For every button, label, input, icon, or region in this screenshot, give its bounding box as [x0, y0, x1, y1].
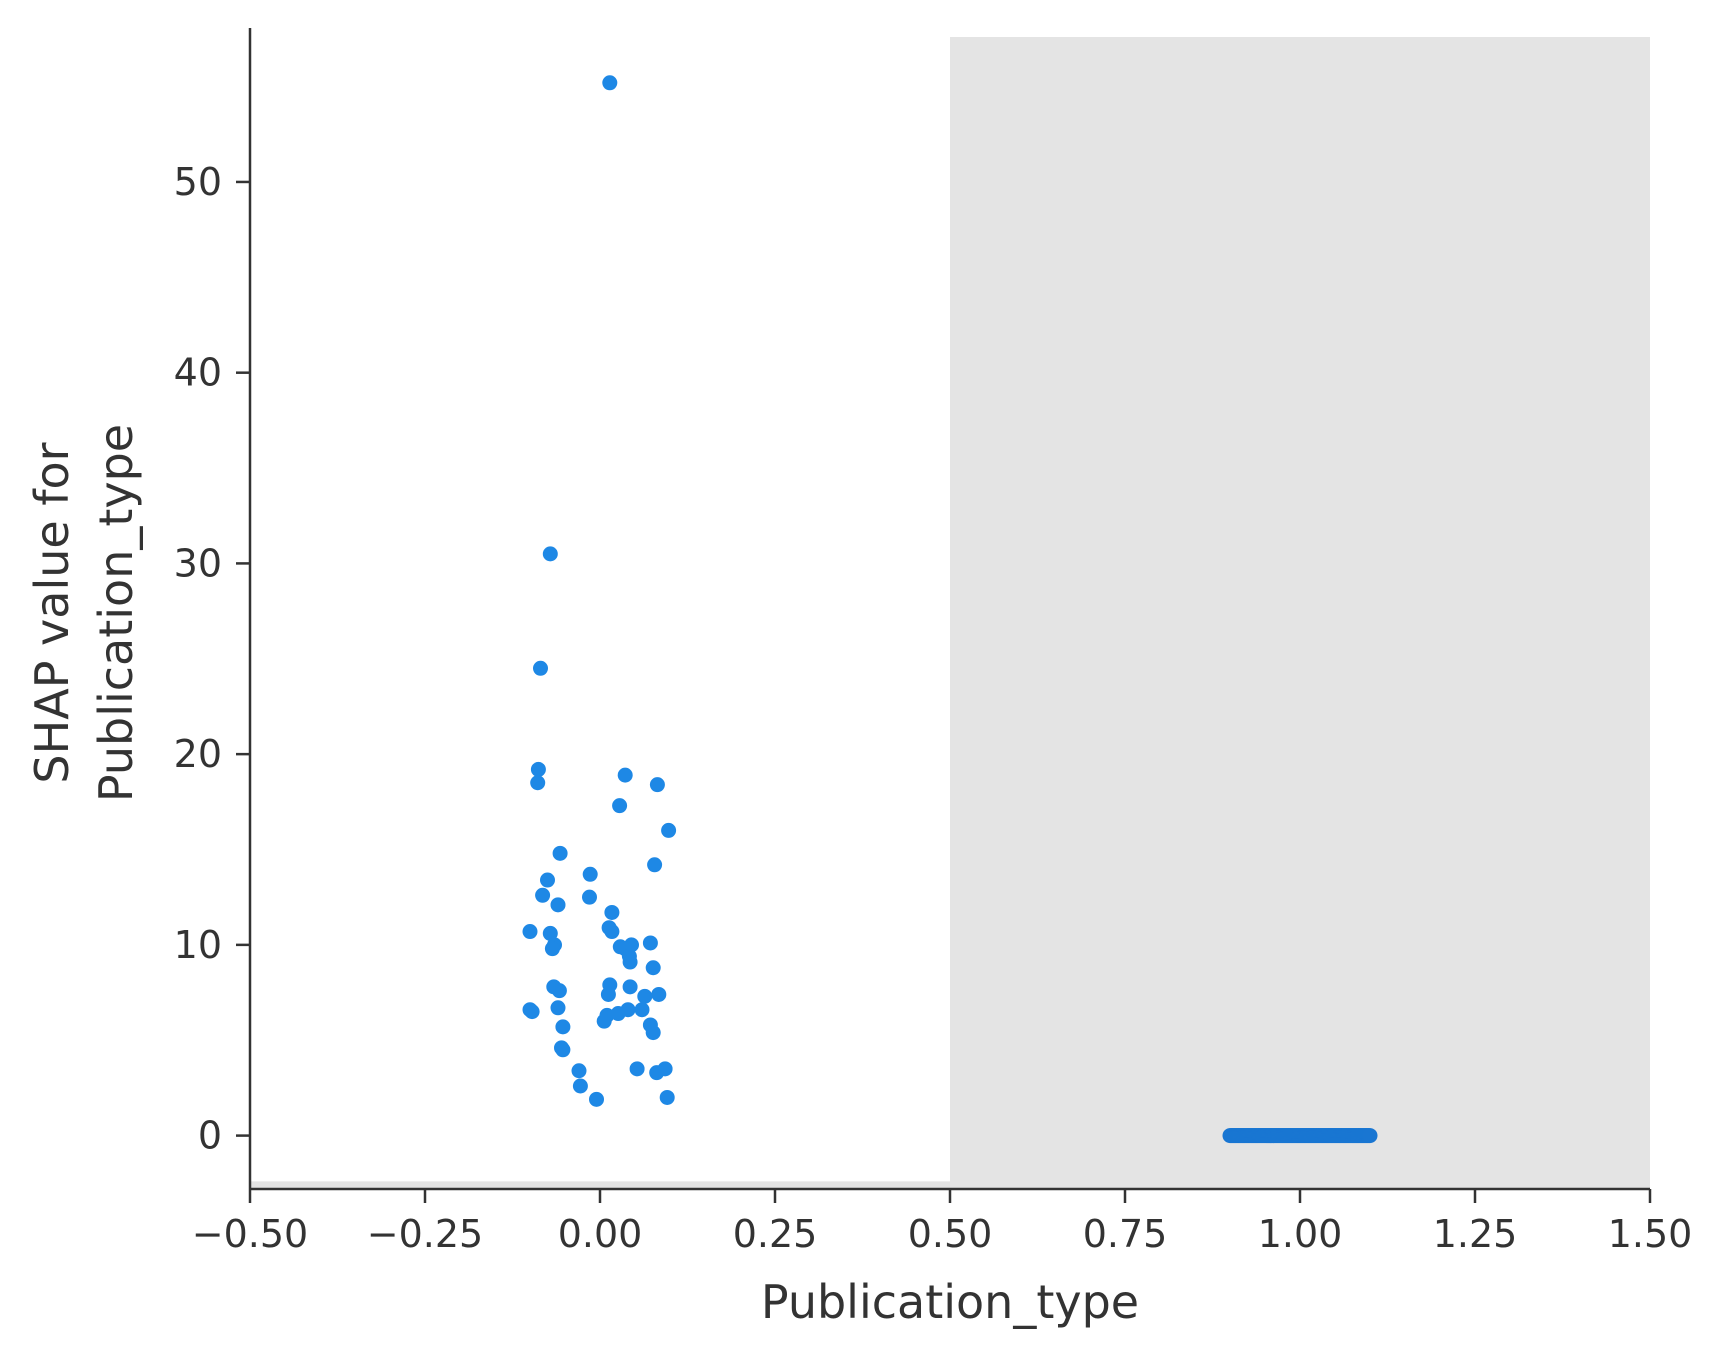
- scatter-point: [612, 798, 628, 814]
- y-tick-label: 30: [174, 541, 222, 585]
- scatter-point: [555, 1042, 571, 1058]
- scatter-point: [572, 1078, 588, 1094]
- scatter-point: [552, 845, 568, 861]
- scatter-point: [550, 897, 566, 913]
- y-axis-title-line-1: SHAP value for: [25, 442, 79, 783]
- scatter-point: [530, 761, 546, 777]
- x-tick-label: 0.75: [1083, 1212, 1168, 1256]
- scatter-point: [629, 1061, 645, 1077]
- scatter-point: [589, 1091, 604, 1107]
- x-tick-label: 0.00: [558, 1212, 643, 1256]
- scatter-point: [550, 1000, 566, 1016]
- scatter-point: [544, 941, 560, 957]
- scatter-point: [542, 546, 558, 562]
- scatter-point: [535, 887, 551, 903]
- scatter-point: [642, 935, 658, 951]
- x-axis-ticks: −0.50 −0.25 0.00 0.25 0.50 0.75 1.00 1.25 1.50: [192, 1189, 1693, 1256]
- scatter-point: [604, 924, 620, 940]
- scatter-point: [651, 986, 667, 1002]
- scatter-point: [649, 1065, 665, 1081]
- scatter-point: [659, 1089, 675, 1105]
- scatter-point: [524, 1004, 540, 1020]
- shaded-region: [950, 37, 1650, 1189]
- scatter-point: [647, 857, 663, 873]
- y-tick-label: 20: [174, 732, 222, 776]
- scatter-point: [622, 954, 638, 970]
- scatter-point: [1362, 1128, 1378, 1144]
- shaded-region: [250, 1181, 950, 1189]
- y-tick-label: 0: [198, 1114, 222, 1158]
- y-axis-ticks: 0 10 20 30 40 50: [174, 160, 250, 1158]
- y-tick-label: 10: [174, 923, 222, 967]
- scatter-point: [555, 1019, 571, 1035]
- scatter-point: [617, 767, 633, 783]
- scatter-point: [542, 925, 558, 941]
- scatter-point: [649, 777, 665, 793]
- x-tick-label: 1.25: [1433, 1212, 1518, 1256]
- scatter-point: [645, 1025, 661, 1041]
- scatter-point: [533, 660, 548, 676]
- scatter-point: [602, 75, 618, 91]
- scatter-point: [622, 979, 638, 995]
- scatter-point: [620, 1002, 636, 1018]
- scatter-point: [522, 924, 538, 940]
- y-tick-label: 50: [174, 160, 222, 204]
- scatter-point: [637, 988, 653, 1004]
- x-tick-label: −0.50: [192, 1212, 308, 1256]
- scatter-point: [530, 775, 546, 791]
- x-tick-label: −0.25: [367, 1212, 483, 1256]
- y-axis-title-line-2: Publication_type: [89, 424, 143, 802]
- scatter-point: [596, 1013, 612, 1029]
- shaded-regions: [250, 37, 1650, 1189]
- scatter-point: [540, 872, 555, 888]
- x-axis-title: Publication_type: [761, 1275, 1139, 1329]
- scatter-point: [645, 960, 661, 976]
- x-tick-label: 1.00: [1258, 1212, 1343, 1256]
- y-axis-title: SHAP value for Publication_type: [25, 424, 143, 802]
- x-tick-label: 0.50: [908, 1212, 993, 1256]
- y-tick-label: 40: [174, 351, 222, 395]
- scatter-point: [571, 1063, 587, 1079]
- scatter-points: [522, 75, 1378, 1144]
- scatter-point: [582, 889, 597, 905]
- x-tick-label: 0.25: [733, 1212, 818, 1256]
- scatter-point: [582, 866, 598, 882]
- scatter-point: [661, 822, 677, 838]
- x-tick-label: 1.50: [1608, 1212, 1693, 1256]
- scatter-point: [600, 986, 616, 1002]
- scatter-point: [604, 904, 620, 920]
- scatter-point: [634, 1002, 650, 1018]
- scatter-point: [551, 983, 567, 999]
- scatter-point: [624, 937, 639, 953]
